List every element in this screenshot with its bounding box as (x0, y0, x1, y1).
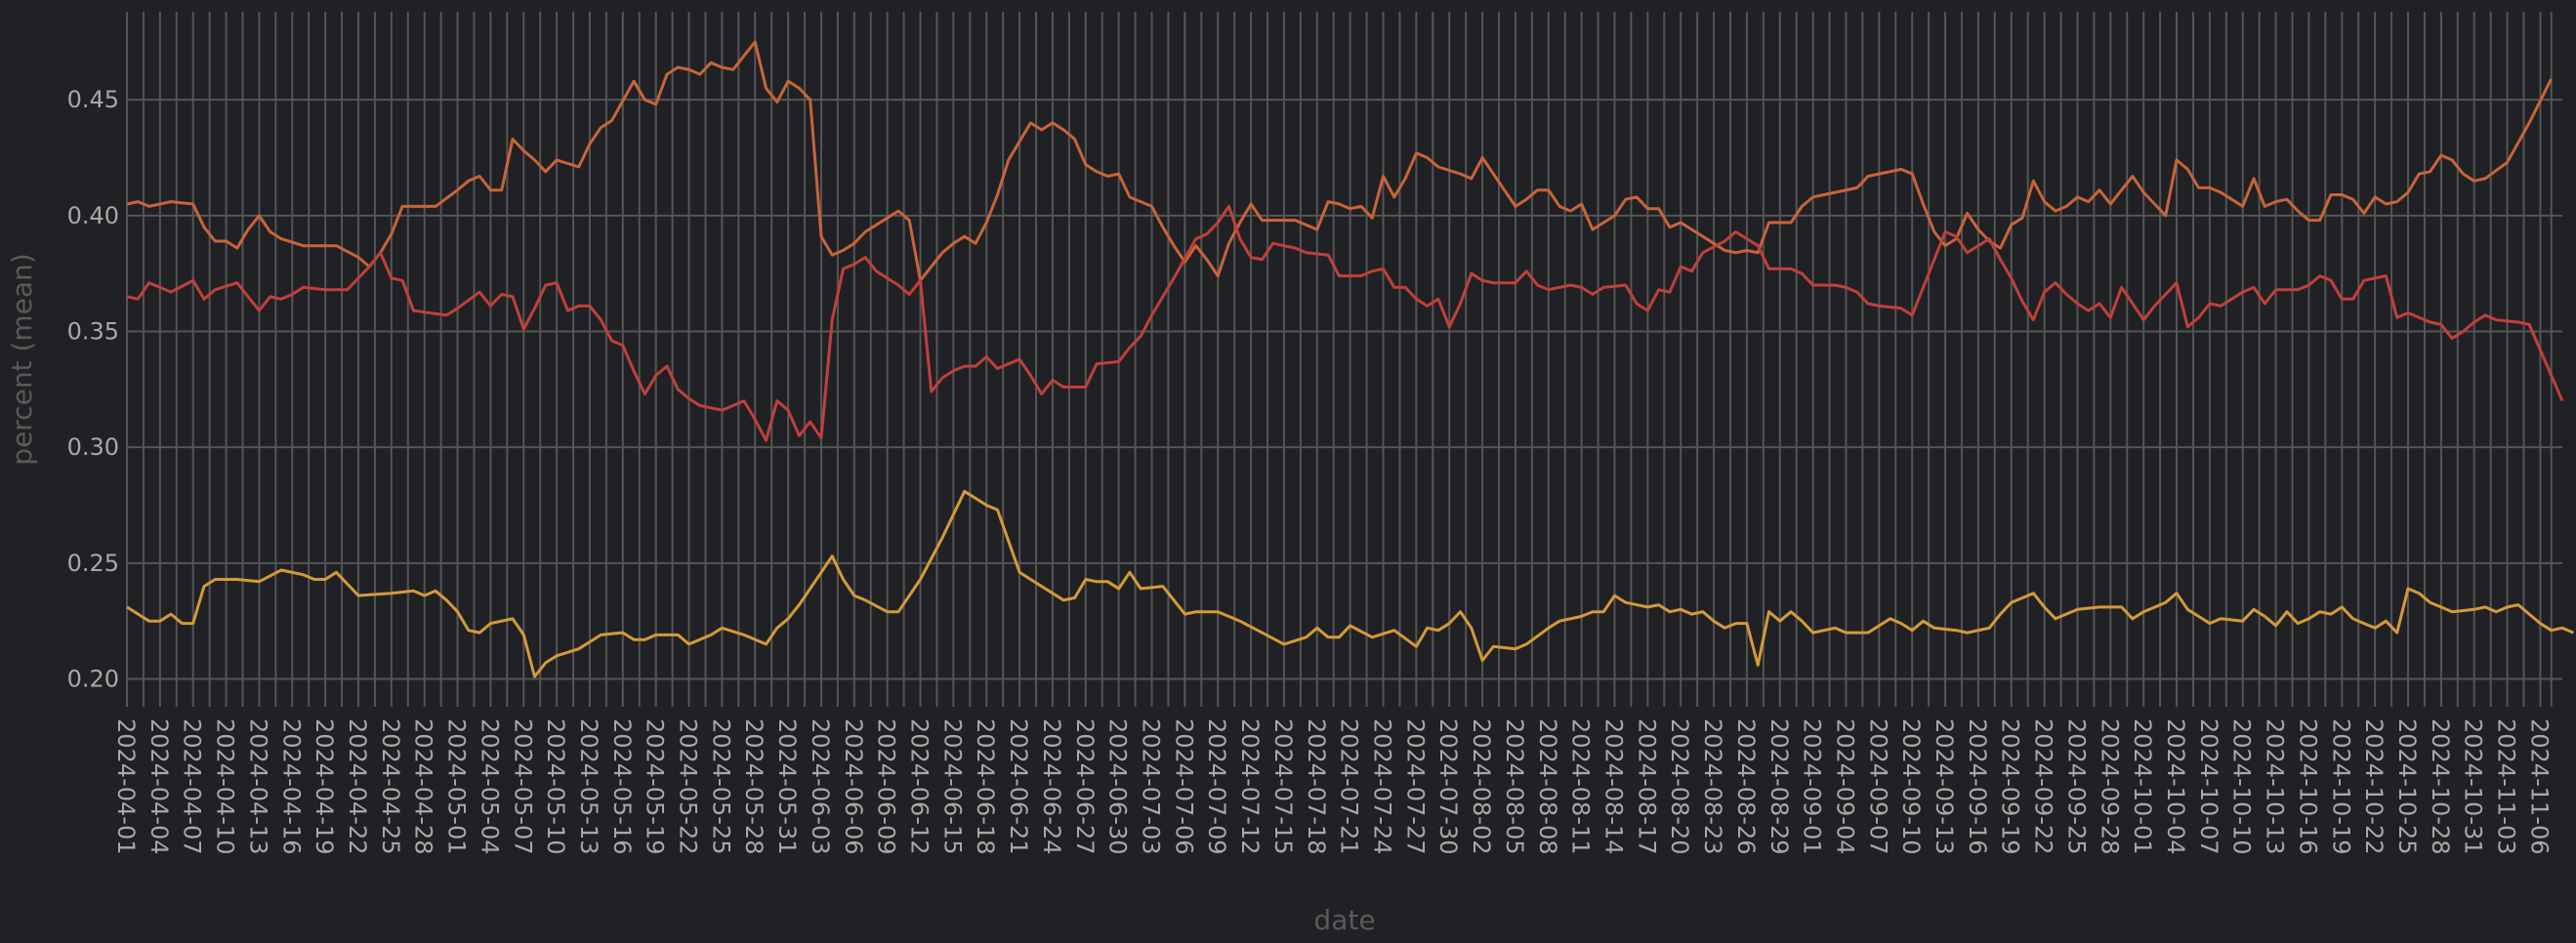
x-tick-label: 2024-08-14 (1600, 718, 1627, 854)
y-tick-label: 0.45 (67, 86, 119, 113)
x-tick-label: 2024-10-19 (2327, 718, 2354, 854)
x-tick-label: 2024-05-07 (509, 718, 536, 854)
y-tick-label: 0.20 (67, 666, 119, 693)
x-tick-label: 2024-07-30 (1434, 718, 1462, 854)
x-tick-label: 2024-07-21 (1336, 718, 1363, 854)
x-tick-label: 2024-09-16 (1964, 718, 1991, 854)
x-tick-label: 2024-07-27 (1401, 718, 1429, 854)
x-tick-label: 2024-04-04 (145, 718, 173, 854)
x-tick-label: 2024-05-28 (740, 718, 768, 854)
x-tick-label: 2024-05-04 (476, 718, 503, 854)
x-tick-label: 2024-04-22 (344, 718, 371, 854)
x-tick-label: 2024-07-24 (1368, 718, 1395, 854)
x-tick-label: 2024-07-06 (1170, 718, 1197, 854)
x-tick-label: 2024-07-09 (1203, 718, 1230, 854)
series-line-1 (126, 40, 2554, 282)
x-tick-label: 2024-10-16 (2294, 718, 2321, 854)
y-tick-label: 0.30 (67, 433, 119, 461)
x-tick-label: 2024-08-08 (1534, 718, 1561, 854)
x-tick-label: 2024-08-17 (1633, 718, 1660, 854)
x-tick-label: 2024-06-06 (840, 718, 867, 854)
x-tick-label: 2024-05-13 (575, 718, 602, 854)
x-tick-label: 2024-04-07 (179, 718, 206, 854)
x-tick-label: 2024-09-19 (1997, 718, 2024, 854)
x-tick-label: 2024-08-20 (1666, 718, 1693, 854)
series-line-3 (126, 489, 2574, 678)
x-tick-label: 2024-05-10 (542, 718, 569, 854)
x-tick-label: 2024-05-22 (675, 718, 702, 854)
x-tick-label: 2024-10-07 (2195, 718, 2223, 854)
x-tick-label: 2024-10-31 (2460, 718, 2487, 854)
x-tick-label: 2024-06-12 (906, 718, 934, 854)
x-tick-label: 2024-10-25 (2393, 718, 2421, 854)
x-tick-labels: 2024-04-01 2024-04-04 2024-04-07 2024-04-10… (112, 718, 2553, 854)
x-tick-label: 2024-06-15 (938, 718, 966, 854)
x-tick-label: 2024-05-31 (773, 718, 801, 854)
x-tick-label: 2024-05-16 (608, 718, 636, 854)
x-tick-label: 2024-07-18 (1303, 718, 1330, 854)
x-tick-label: 2024-11-06 (2525, 718, 2553, 854)
y-axis-title: percent (mean) (6, 253, 38, 465)
x-axis-title: date (1313, 904, 1375, 936)
x-tick-label: 2024-08-23 (1699, 718, 1726, 854)
x-tick-label: 2024-04-19 (311, 718, 338, 854)
x-tick-label: 2024-07-12 (1236, 718, 1264, 854)
x-tick-label: 2024-09-13 (1931, 718, 1958, 854)
x-tick-label: 2024-09-04 (1831, 718, 1858, 854)
x-tick-label: 2024-11-03 (2493, 718, 2520, 854)
y-tick-labels: 0.20 0.25 0.30 0.35 0.40 0.45 (67, 86, 119, 692)
y-tick-label: 0.40 (67, 202, 119, 229)
x-tick-label: 2024-09-22 (2030, 718, 2057, 854)
y-tick-label: 0.25 (67, 550, 119, 577)
series-layer (126, 40, 2574, 678)
x-tick-label: 2024-09-01 (1799, 718, 1826, 854)
x-tick-label: 2024-06-30 (1104, 718, 1132, 854)
x-tick-label: 2024-09-10 (1897, 718, 1925, 854)
x-tick-label: 2024-05-19 (642, 718, 669, 854)
x-tick-label: 2024-09-07 (1864, 718, 1891, 854)
x-tick-label: 2024-09-28 (2096, 718, 2123, 854)
x-tick-label: 2024-04-10 (212, 718, 239, 854)
x-tick-label: 2024-10-22 (2360, 718, 2388, 854)
x-tick-label: 2024-06-24 (1038, 718, 1065, 854)
y-gridlines (127, 99, 2562, 680)
x-tick-label: 2024-09-25 (2062, 718, 2090, 854)
x-tick-label: 2024-07-03 (1138, 718, 1165, 854)
x-tick-label: 2024-08-29 (1766, 718, 1793, 854)
x-tick-label: 2024-04-16 (277, 718, 305, 854)
x-tick-label: 2024-08-05 (1501, 718, 1528, 854)
x-tick-label: 2024-08-02 (1468, 718, 1495, 854)
x-tick-label: 2024-07-15 (1269, 718, 1297, 854)
x-tick-label: 2024-05-01 (443, 718, 471, 854)
x-tick-label: 2024-04-01 (112, 718, 140, 854)
x-tick-label: 2024-04-13 (244, 718, 271, 854)
x-tick-label: 2024-05-25 (707, 718, 734, 854)
x-tick-label: 2024-06-21 (1005, 718, 1032, 854)
x-tick-label: 2024-08-11 (1567, 718, 1595, 854)
x-tick-label: 2024-04-25 (377, 718, 404, 854)
x-tick-label: 2024-10-13 (2262, 718, 2289, 854)
x-tick-label: 2024-10-04 (2162, 718, 2189, 854)
x-tick-label: 2024-08-26 (1732, 718, 1760, 854)
x-tick-label: 2024-06-09 (873, 718, 900, 854)
x-tick-label: 2024-10-28 (2427, 718, 2454, 854)
x-tick-label: 2024-04-28 (410, 718, 437, 854)
series-line-2 (126, 204, 2564, 442)
x-tick-label: 2024-06-18 (972, 718, 999, 854)
plot-area (127, 12, 2562, 707)
x-tick-label: 2024-06-27 (1071, 718, 1099, 854)
y-tick-label: 0.35 (67, 318, 119, 346)
x-tick-label: 2024-06-03 (807, 718, 834, 854)
x-gridlines (126, 12, 2553, 707)
x-tick-label: 2024-10-10 (2228, 718, 2256, 854)
x-tick-label: 2024-10-01 (2129, 718, 2156, 854)
